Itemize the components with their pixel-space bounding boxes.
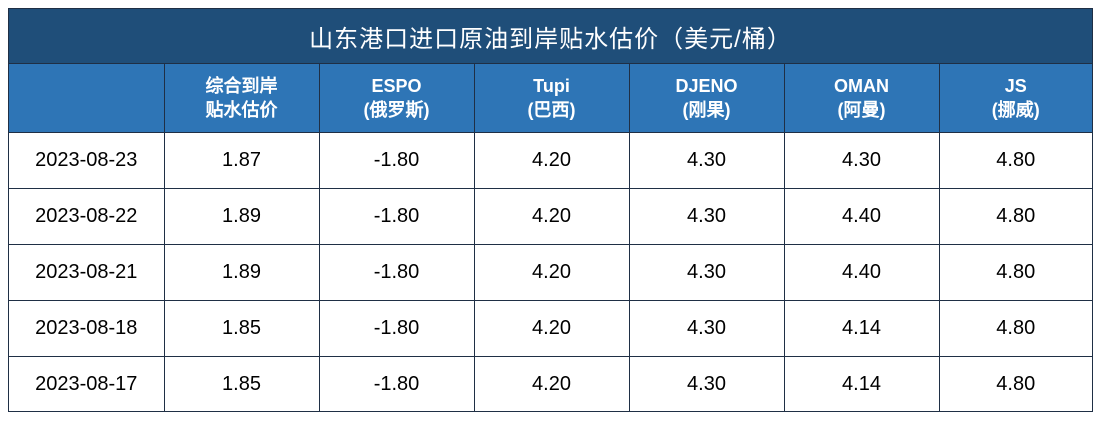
cell-js: 4.80 (938, 131, 1092, 189)
cell-djeno: 4.30 (628, 299, 785, 357)
header-espo-line2: (俄罗斯) (363, 99, 430, 120)
header-js: JS (挪威) (938, 64, 1092, 133)
cell-djeno: 4.30 (628, 243, 785, 301)
header-row: 综合到岸 贴水估价 ESPO (俄罗斯) Tupi (巴西) DJENO (刚果… (9, 64, 1092, 133)
table-row: 2023-08-22 1.89 -1.80 4.20 4.30 4.40 4.8… (9, 187, 1092, 245)
header-oman-line2: (阿曼) (837, 99, 886, 120)
table-header: 综合到岸 贴水估价 ESPO (俄罗斯) Tupi (巴西) DJENO (刚果… (9, 64, 1092, 133)
cell-composite: 1.89 (163, 243, 320, 301)
cell-djeno: 4.30 (628, 187, 785, 245)
table-body: 2023-08-23 1.87 -1.80 4.20 4.30 4.30 4.8… (9, 131, 1092, 412)
cell-espo: -1.80 (318, 299, 475, 357)
cell-oman: 4.14 (783, 299, 940, 357)
cell-tupi: 4.20 (473, 243, 630, 301)
cell-espo: -1.80 (318, 187, 475, 245)
table-title: 山东港口进口原油到岸贴水估价（美元/桶） (9, 9, 1092, 64)
cell-oman: 4.40 (783, 187, 940, 245)
table-row: 2023-08-21 1.89 -1.80 4.20 4.30 4.40 4.8… (9, 243, 1092, 301)
header-djeno-line1: DJENO (675, 75, 738, 96)
cell-date: 2023-08-18 (9, 299, 165, 357)
cell-js: 4.80 (938, 299, 1092, 357)
cell-date: 2023-08-22 (9, 187, 165, 245)
price-table: 综合到岸 贴水估价 ESPO (俄罗斯) Tupi (巴西) DJENO (刚果… (9, 64, 1092, 412)
cell-composite: 1.85 (163, 355, 320, 412)
header-date (9, 64, 165, 133)
cell-oman: 4.14 (783, 355, 940, 412)
header-espo: ESPO (俄罗斯) (318, 64, 475, 133)
cell-date: 2023-08-21 (9, 243, 165, 301)
cell-composite: 1.89 (163, 187, 320, 245)
header-oman: OMAN (阿曼) (783, 64, 940, 133)
cell-tupi: 4.20 (473, 355, 630, 412)
header-tupi: Tupi (巴西) (473, 64, 630, 133)
header-js-line1: JS (1004, 75, 1027, 96)
cell-oman: 4.40 (783, 243, 940, 301)
cell-js: 4.80 (938, 187, 1092, 245)
cell-espo: -1.80 (318, 131, 475, 189)
cell-js: 4.80 (938, 243, 1092, 301)
table-row: 2023-08-18 1.85 -1.80 4.20 4.30 4.14 4.8… (9, 299, 1092, 357)
header-djeno: DJENO (刚果) (628, 64, 785, 133)
cell-tupi: 4.20 (473, 131, 630, 189)
cell-espo: -1.80 (318, 355, 475, 412)
cell-date: 2023-08-17 (9, 355, 165, 412)
header-tupi-line2: (巴西) (527, 99, 576, 120)
cell-tupi: 4.20 (473, 299, 630, 357)
cell-djeno: 4.30 (628, 355, 785, 412)
header-composite-line1: 综合到岸 (205, 75, 278, 96)
cell-espo: -1.80 (318, 243, 475, 301)
cell-date: 2023-08-23 (9, 131, 165, 189)
table-row: 2023-08-23 1.87 -1.80 4.20 4.30 4.30 4.8… (9, 131, 1092, 189)
header-js-line2: (挪威) (991, 99, 1040, 120)
cell-oman: 4.30 (783, 131, 940, 189)
table-row: 2023-08-17 1.85 -1.80 4.20 4.30 4.14 4.8… (9, 355, 1092, 412)
cell-composite: 1.87 (163, 131, 320, 189)
cell-djeno: 4.30 (628, 131, 785, 189)
price-table-container: 山东港口进口原油到岸贴水估价（美元/桶） 综合到岸 贴水估价 ESPO (俄罗斯… (8, 8, 1093, 412)
cell-composite: 1.85 (163, 299, 320, 357)
cell-tupi: 4.20 (473, 187, 630, 245)
header-composite-line2: 贴水估价 (205, 99, 278, 120)
cell-js: 4.80 (938, 355, 1092, 412)
header-composite: 综合到岸 贴水估价 (163, 64, 320, 133)
header-tupi-line1: Tupi (533, 75, 570, 96)
header-espo-line1: ESPO (371, 75, 422, 96)
header-djeno-line2: (刚果) (682, 99, 731, 120)
header-oman-line1: OMAN (834, 75, 889, 96)
